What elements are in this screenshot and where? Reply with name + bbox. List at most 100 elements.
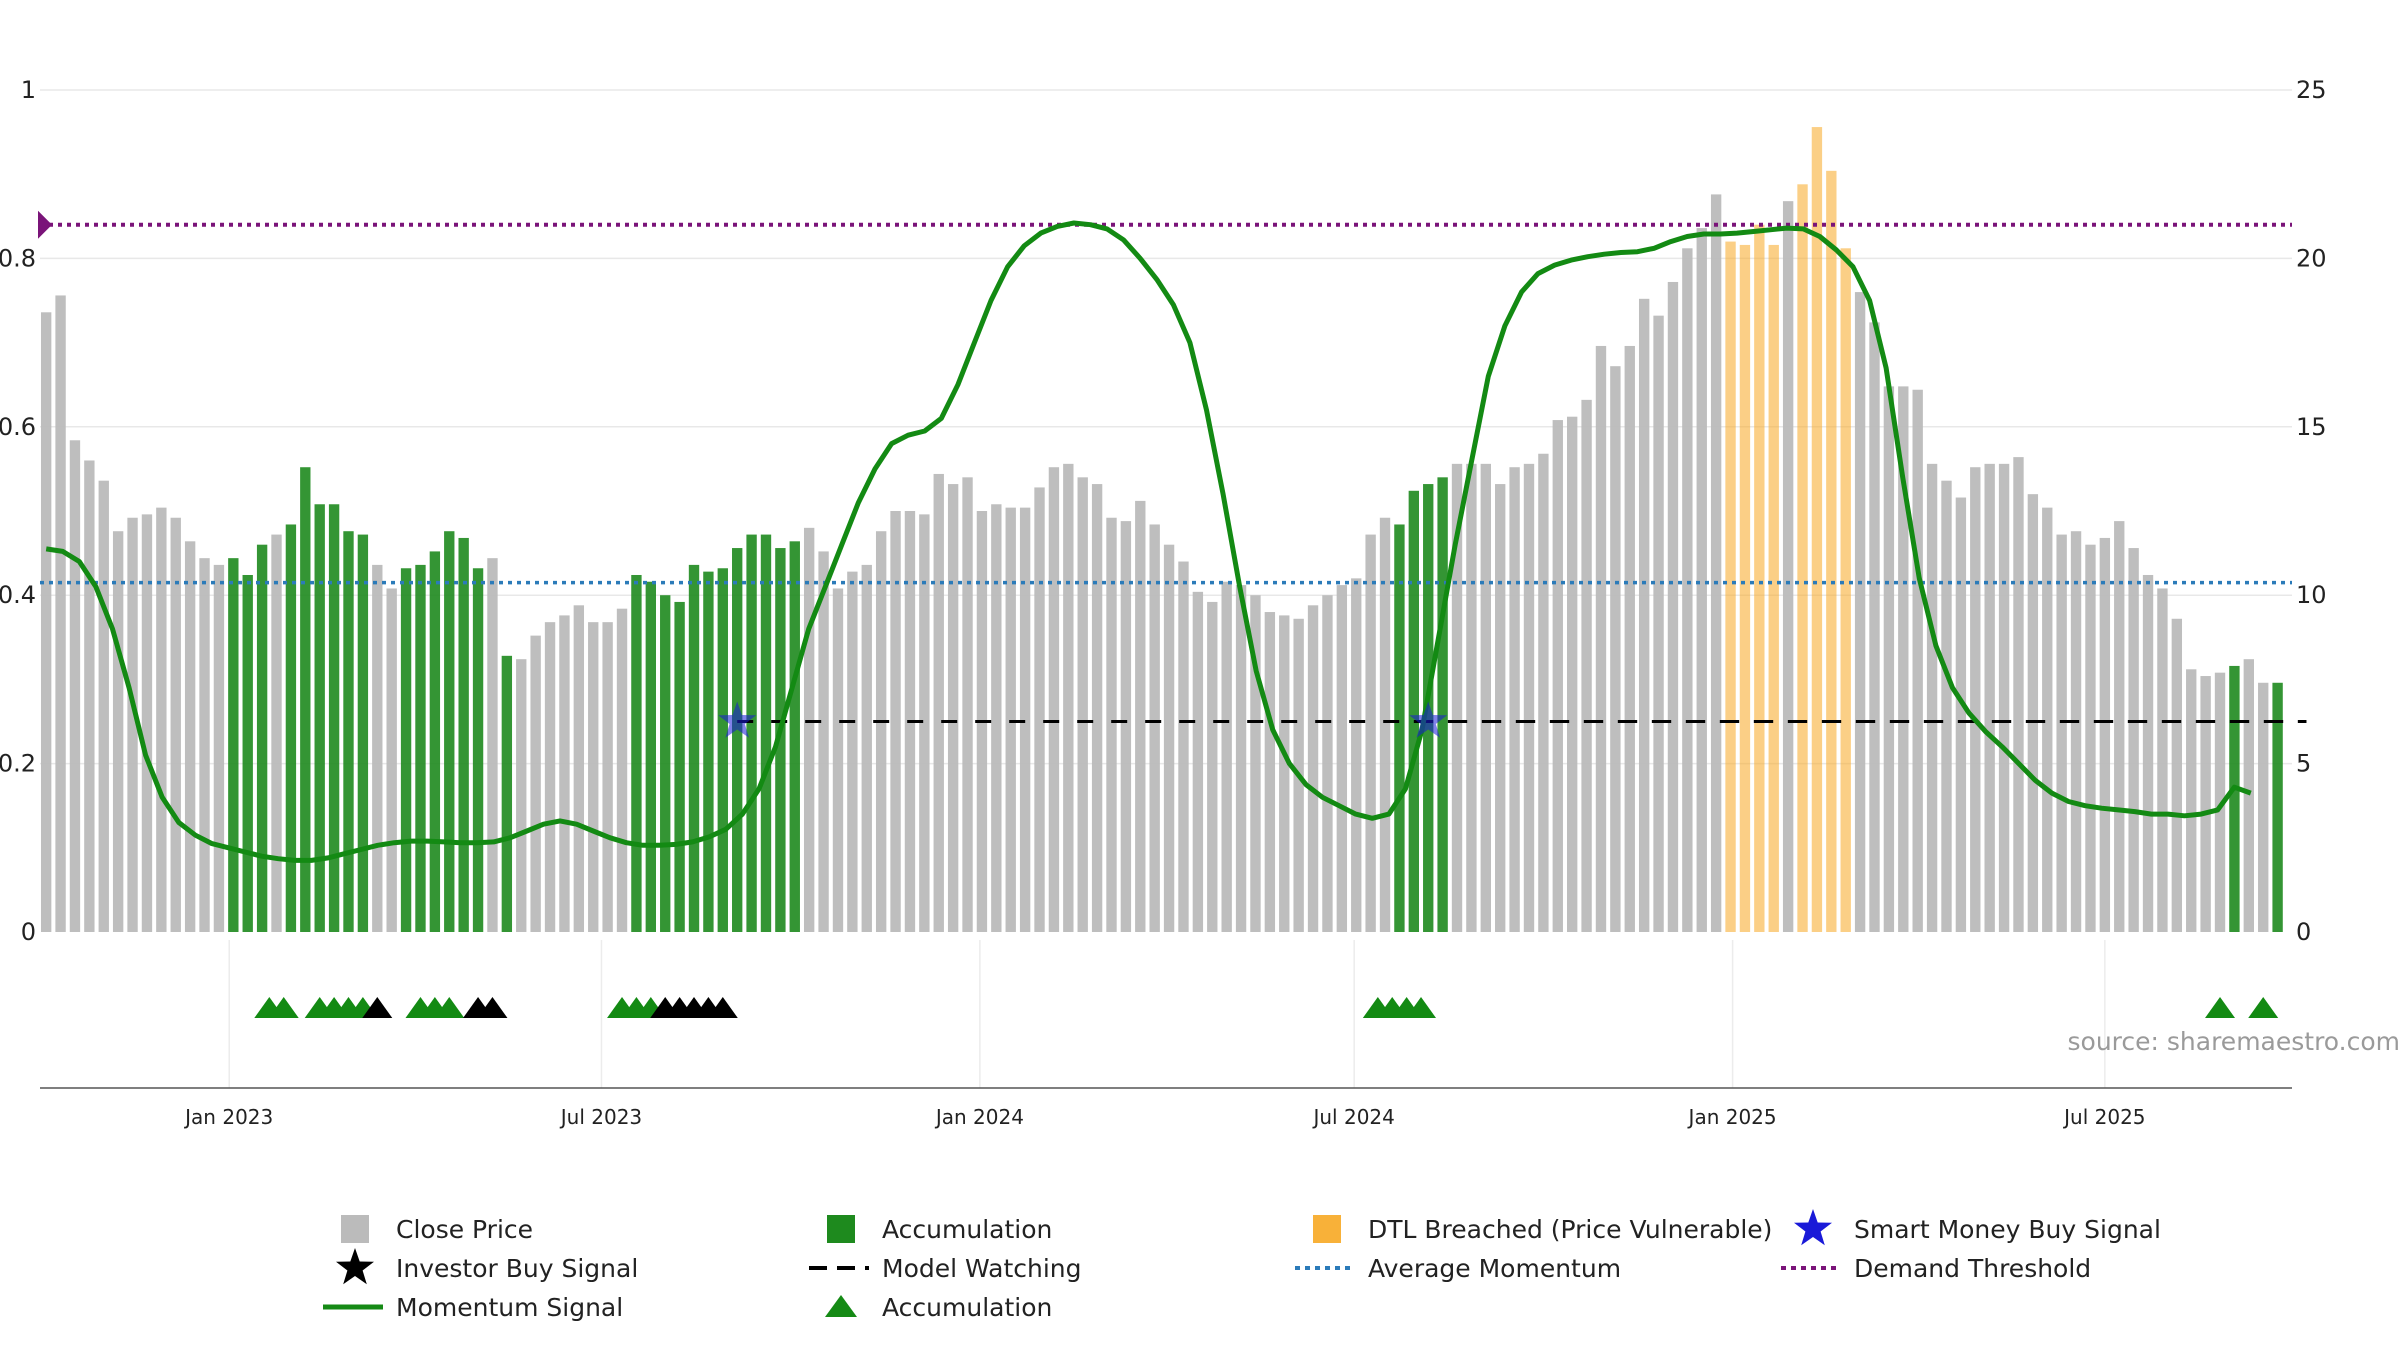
legend-label: Accumulation	[882, 1293, 1052, 1322]
close-price-bar	[1970, 467, 1981, 932]
legend-star-icon	[336, 1248, 374, 1285]
right-tick-label: 15	[2296, 413, 2327, 441]
close-price-bar	[1854, 292, 1866, 933]
close-price-bar	[487, 558, 498, 932]
close-price-bar	[875, 531, 887, 932]
close-price-bar	[1495, 484, 1506, 932]
legend-item: Close Price	[341, 1215, 533, 1244]
close-price-bar	[1250, 595, 1261, 932]
close-price-bar	[1005, 507, 1016, 932]
left-tick-label: 0.4	[0, 581, 36, 609]
close-price-bar	[1883, 386, 1895, 932]
close-price-bar	[84, 460, 95, 932]
accumulation-bar	[357, 534, 369, 932]
close-price-bar	[947, 484, 959, 932]
legend-label: Smart Money Buy Signal	[1854, 1215, 2161, 1244]
investor-signal-triangle	[707, 997, 738, 1018]
close-price-bar	[1365, 534, 1376, 932]
close-price-bar	[2099, 537, 2111, 932]
close-price-bar	[2027, 494, 2039, 932]
accumulation-signal-triangle	[1406, 997, 1437, 1018]
close-price-bar	[1048, 467, 1060, 932]
close-price-bar	[1984, 463, 1995, 932]
close-price-bar	[1998, 463, 2010, 932]
accumulation-bar	[674, 601, 685, 932]
close-price-bar	[1782, 201, 1794, 933]
close-price-bar	[1595, 345, 1607, 932]
accumulation-bar	[717, 568, 728, 932]
left-tick-label: 0.8	[0, 244, 36, 272]
accumulation-bar	[472, 568, 484, 932]
close-price-bar	[2258, 682, 2269, 932]
close-price-bar	[2186, 669, 2197, 932]
close-price-bar	[271, 534, 282, 932]
close-price-bar	[2243, 659, 2254, 932]
accumulation-bar	[228, 558, 239, 932]
x-tick-label: Jul 2023	[559, 1105, 642, 1129]
close-price-bar	[1019, 507, 1031, 932]
close-price-bar	[141, 514, 153, 932]
close-price-bar	[818, 551, 829, 932]
close-price-bar	[588, 622, 599, 932]
close-price-bar	[1869, 322, 1880, 933]
close-price-bar	[890, 511, 901, 932]
left-axis-ticks: 0 0.2 0.4 0.6 0.8 1	[0, 76, 36, 946]
accumulation-bar	[746, 534, 757, 932]
close-price-bar	[69, 440, 81, 932]
price-bars	[40, 127, 2283, 933]
close-price-bar	[1667, 281, 1679, 932]
dtl-breached-bar	[1754, 224, 1765, 933]
close-price-bar	[386, 588, 397, 932]
accumulation-signal-triangle	[434, 997, 465, 1018]
close-price-bar	[1235, 585, 1247, 932]
momentum-signal-line	[45, 220, 2252, 863]
legend-item: Model Watching	[809, 1254, 1082, 1283]
close-price-bar	[1178, 561, 1189, 932]
x-tick-label: Jan 2025	[1687, 1105, 1777, 1129]
close-price-bar	[2042, 507, 2053, 932]
close-price-bar	[1163, 544, 1175, 932]
close-price-bar	[1192, 591, 1204, 932]
investor-signal-triangle	[362, 997, 393, 1018]
legend: Close Price Accumulation DTL Breached (Pri…	[323, 1209, 2161, 1322]
close-price-bar	[602, 622, 613, 932]
x-tick-label: Jan 2024	[934, 1105, 1024, 1129]
accumulation-bar	[789, 541, 800, 932]
legend-item: DTL Breached (Price Vulnerable)	[1313, 1215, 1772, 1244]
close-price-bar	[1682, 248, 1693, 932]
legend-item: Investor Buy Signal	[336, 1248, 638, 1285]
close-price-bar	[1509, 467, 1520, 932]
close-price-bar	[1264, 612, 1276, 932]
legend-star-icon	[1794, 1209, 1832, 1246]
accumulation-bar	[242, 574, 253, 932]
legend-label: Model Watching	[882, 1254, 1082, 1283]
close-price-bar	[156, 507, 167, 932]
close-price-bar	[1912, 389, 1923, 932]
close-price-bar	[2157, 588, 2168, 932]
close-price-bar	[1063, 463, 1074, 932]
dtl-breached-bar	[1826, 170, 1837, 932]
dtl-breached-bar	[1739, 244, 1751, 933]
legend-triangle	[825, 1295, 857, 1317]
close-price-bar	[847, 571, 858, 932]
close-price-bar	[1696, 228, 1707, 932]
close-price-bar	[1898, 386, 1909, 932]
accumulation-bar	[703, 571, 714, 932]
accumulation-bar	[429, 551, 441, 932]
x-tick-label: Jan 2023	[183, 1105, 273, 1129]
close-price-bar	[2214, 672, 2226, 932]
accumulation-bar	[285, 524, 297, 932]
right-tick-label: 20	[2296, 244, 2327, 272]
close-price-bar	[1034, 487, 1045, 932]
legend-item: Accumulation	[827, 1215, 1052, 1244]
close-price-bar	[1638, 298, 1650, 932]
close-price-bar	[1149, 524, 1160, 932]
legend-item: Accumulation	[825, 1293, 1052, 1322]
close-price-bar	[832, 588, 844, 932]
legend-item: Smart Money Buy Signal	[1794, 1209, 2161, 1246]
close-price-bar	[861, 564, 872, 932]
accumulation-signal-triangle	[2248, 997, 2279, 1018]
close-price-bar	[962, 477, 973, 932]
accumulation-bar	[1437, 477, 1448, 932]
accumulation-bar	[343, 531, 354, 932]
